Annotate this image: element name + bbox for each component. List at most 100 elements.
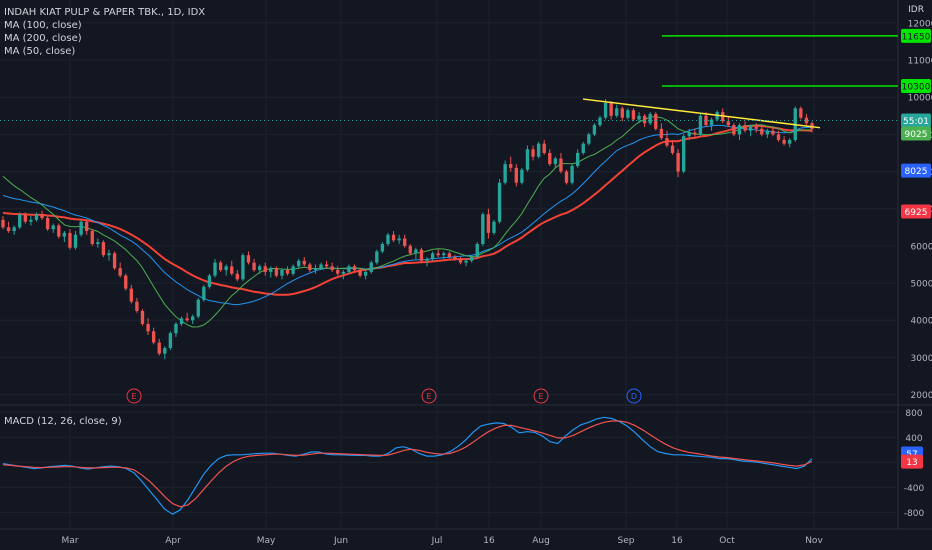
candle-body	[514, 167, 518, 183]
candle-body	[687, 132, 691, 137]
x-tick-label: Mar	[62, 536, 79, 546]
x-tick-label: Nov	[805, 536, 823, 546]
candle-body	[575, 152, 580, 166]
macd-title: MACD (12, 26, close, 9)	[4, 416, 122, 427]
candle-body	[235, 273, 240, 280]
candle-body	[363, 271, 368, 276]
candle-body	[34, 214, 39, 220]
candle-body	[297, 260, 301, 267]
candle-body	[536, 143, 541, 157]
candle-body	[743, 125, 747, 131]
macd-y-tick-label: -800	[904, 509, 925, 519]
candle-body	[469, 257, 474, 261]
candle-body	[68, 232, 72, 248]
event-marker	[533, 388, 549, 404]
candle-body	[598, 117, 602, 126]
candle-body	[375, 251, 379, 263]
currency-label: IDR	[908, 5, 924, 15]
candle-body	[168, 333, 173, 349]
x-tick-label: Jun	[333, 536, 348, 546]
candle-body	[1, 219, 5, 228]
candle-body	[665, 138, 669, 146]
y-tick-label: 10000	[908, 94, 932, 104]
event-marker	[626, 388, 642, 404]
event-marker	[126, 388, 142, 404]
y-tick-label: 2000	[911, 391, 932, 401]
candle-body	[257, 266, 262, 271]
candle-body	[202, 286, 206, 300]
candle-body	[570, 165, 574, 183]
candle-body	[73, 234, 78, 248]
candle-body	[548, 152, 552, 165]
price-label-box	[901, 126, 931, 141]
event-marker	[421, 388, 437, 404]
price-label: 8025	[905, 167, 928, 177]
candle-body	[726, 121, 730, 126]
price-label-box	[901, 163, 931, 178]
candle-body	[51, 225, 55, 230]
y-tick-label: 3000	[911, 354, 932, 364]
candle-body	[274, 268, 279, 276]
candle-body	[230, 266, 234, 274]
price-label-box	[901, 79, 931, 94]
candle-body	[799, 108, 803, 118]
candle-body	[62, 232, 67, 237]
candle-body	[453, 257, 457, 259]
candle-body	[40, 214, 44, 219]
grid	[0, 0, 932, 530]
candle-body	[280, 270, 284, 276]
trendline	[582, 98, 821, 129]
candle-body	[486, 214, 491, 233]
y-tick-label: 4000	[911, 317, 932, 327]
candle-body	[408, 245, 412, 254]
candles	[1, 99, 814, 360]
x-tick-label: Sep	[618, 536, 635, 546]
price-label: 55:01	[903, 117, 929, 127]
candle-body	[748, 126, 753, 131]
candle-body	[196, 299, 200, 317]
candle-body	[118, 268, 122, 276]
candle-body	[57, 225, 61, 237]
candle-body	[269, 268, 273, 272]
candle-body	[207, 275, 212, 287]
candle-body	[135, 301, 139, 311]
ma200-line	[2, 124, 813, 296]
macd-y-tick-label: 400	[905, 434, 922, 444]
candle-body	[352, 266, 357, 271]
candle-body	[497, 182, 502, 222]
candle-body	[252, 262, 256, 271]
candle-body	[341, 271, 346, 274]
candle-body	[101, 242, 106, 256]
candle-body	[626, 110, 630, 118]
candle-body	[631, 110, 636, 120]
candle-body	[654, 113, 658, 129]
macd-value-label: 13	[906, 458, 917, 468]
candle-body	[391, 234, 396, 241]
candle-body	[693, 132, 697, 135]
price-label-box	[901, 113, 931, 128]
price-label-box	[901, 204, 931, 219]
x-tick-label: Oct	[719, 536, 735, 546]
macd-series-signal	[2, 420, 813, 508]
macd-y-tick-label: 800	[905, 409, 922, 419]
candle-body	[386, 234, 390, 245]
macd-y-tick-label: -400	[904, 484, 925, 494]
candle-body	[425, 258, 429, 261]
candle-body	[140, 310, 145, 324]
x-tick-label: Aug	[532, 536, 550, 546]
price-label: 9025	[905, 130, 928, 140]
candle-body	[79, 221, 83, 235]
candle-body	[213, 262, 217, 276]
candle-body	[419, 249, 424, 261]
y-tick-label: 12000	[908, 19, 932, 29]
candle-body	[347, 266, 351, 272]
candle-body	[224, 266, 228, 271]
candle-body	[414, 249, 418, 254]
candle-body	[559, 158, 563, 172]
price-label: 11650	[902, 32, 931, 42]
candle-body	[129, 288, 133, 302]
candle-body	[776, 134, 781, 140]
legend-ma200: MA (200, close)	[4, 33, 82, 44]
